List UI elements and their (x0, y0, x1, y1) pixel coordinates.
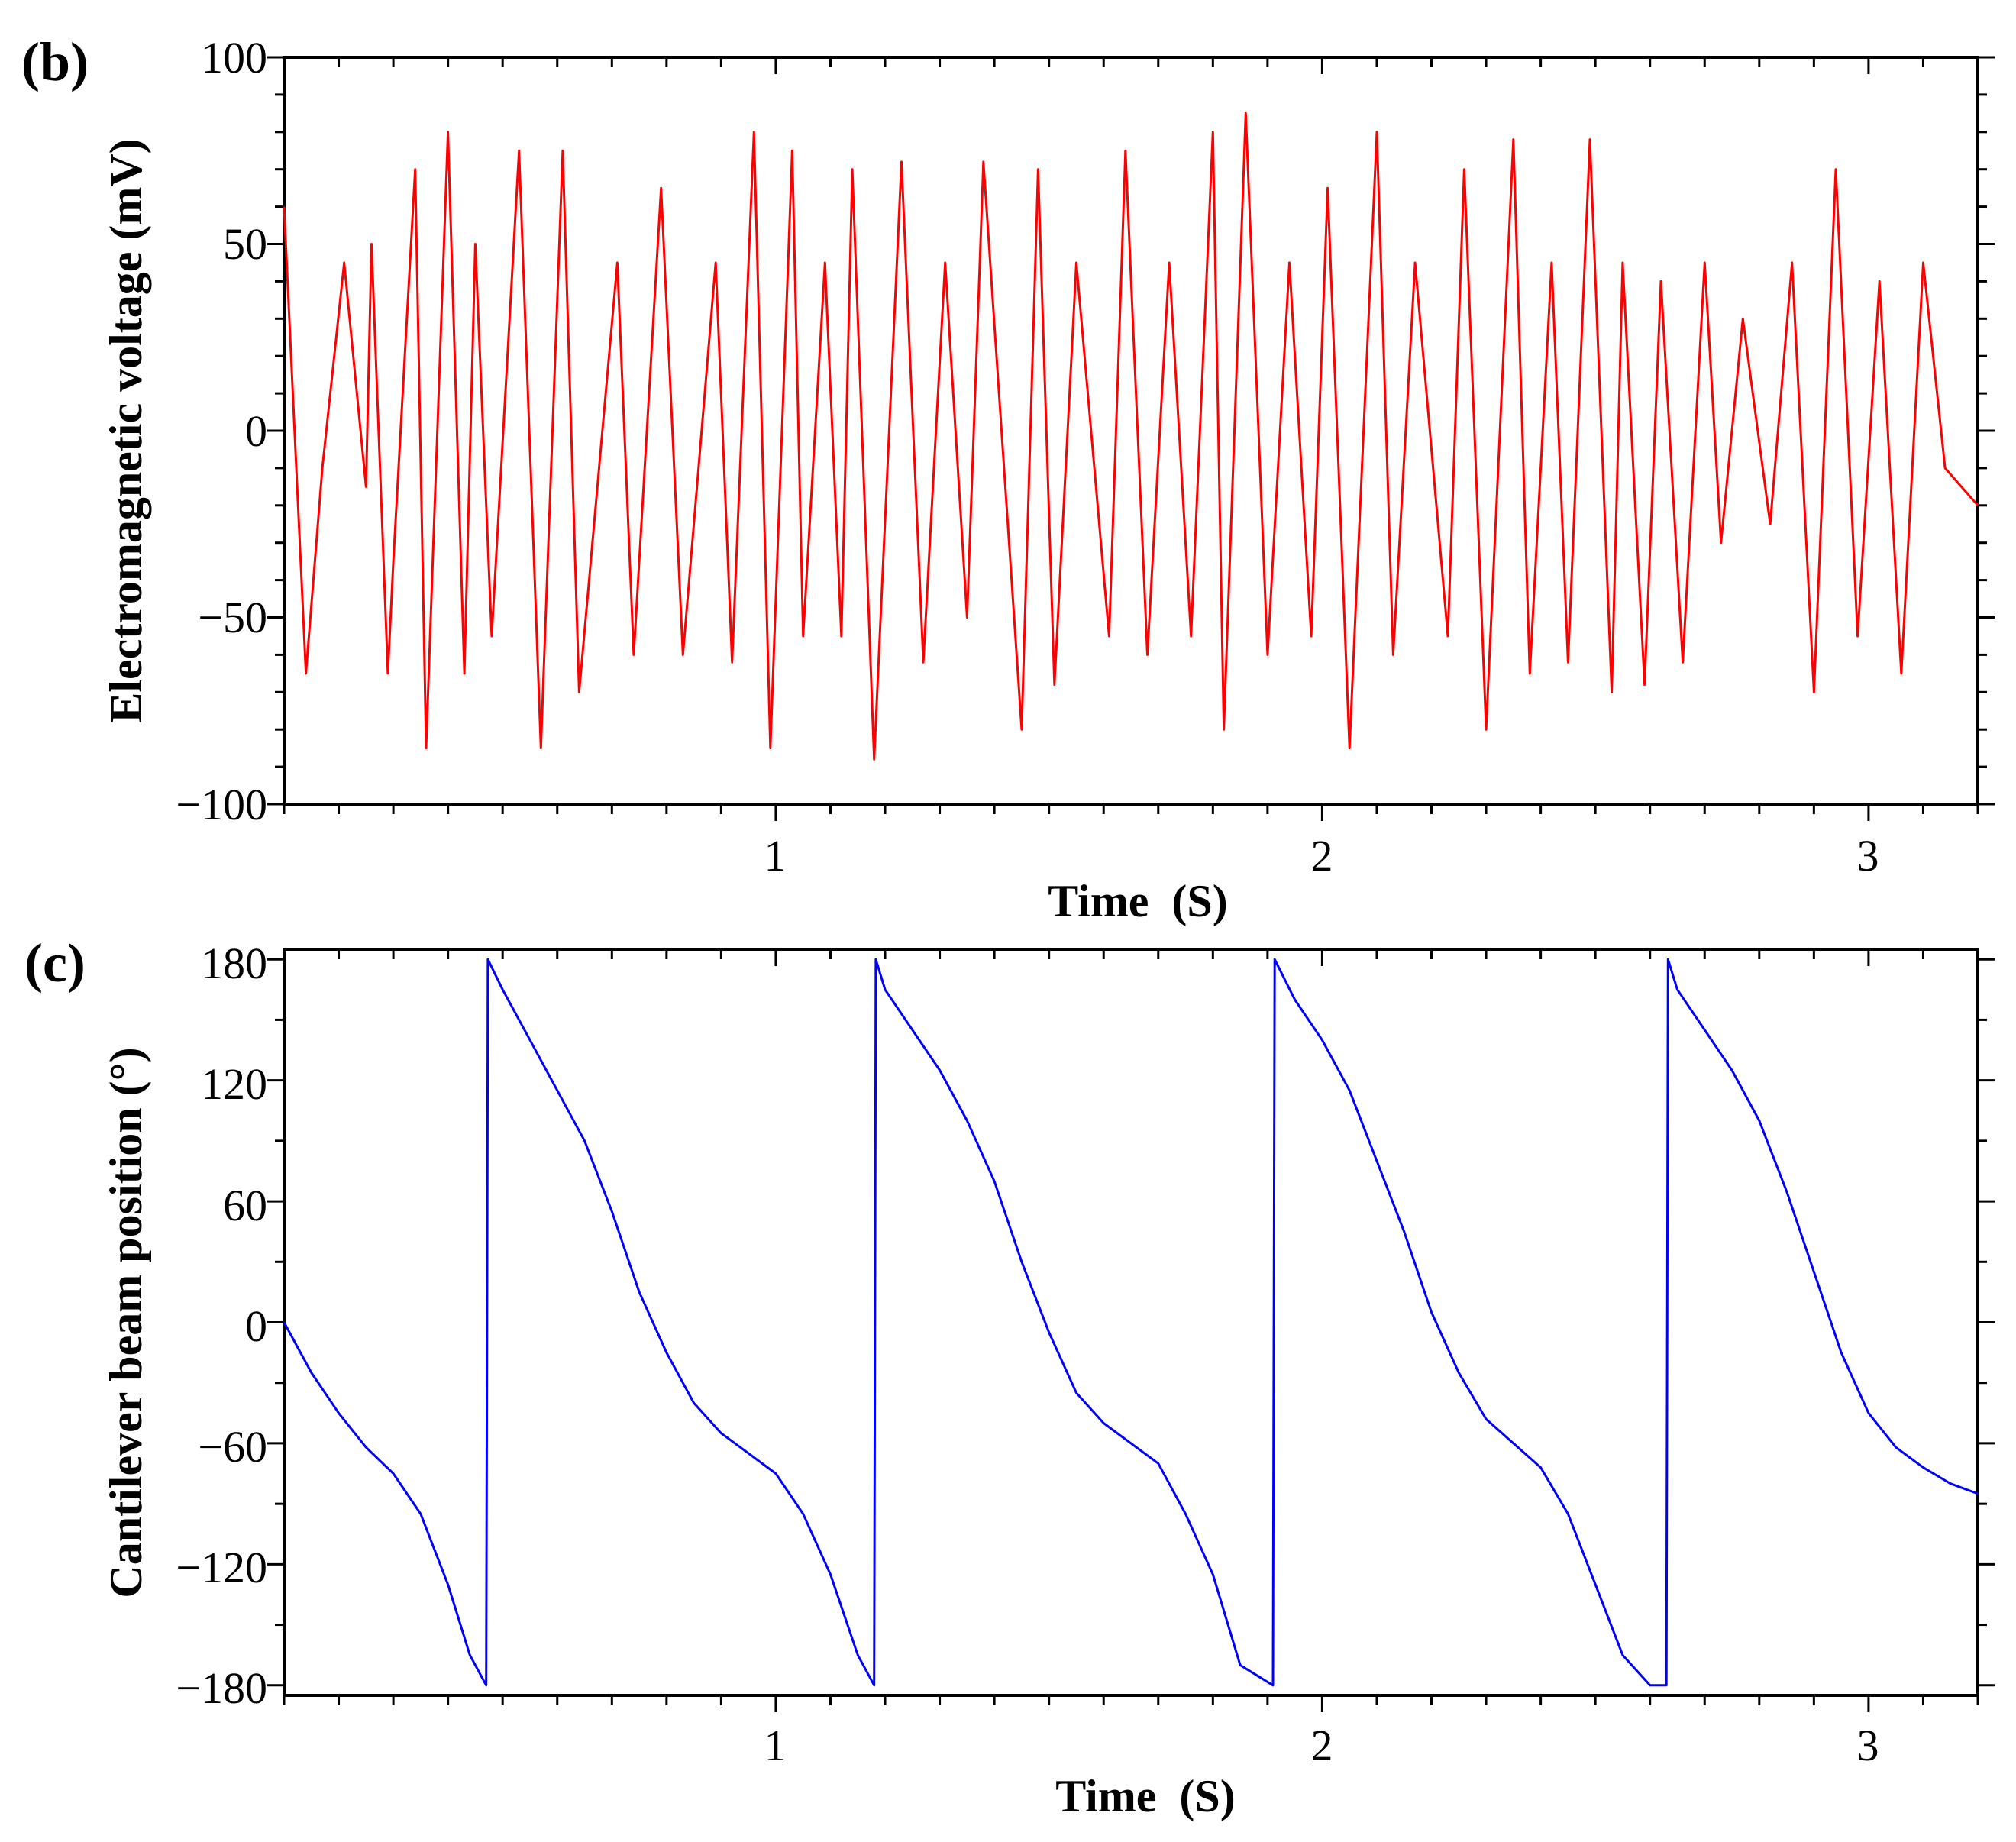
panel-b-ytick-label-0: 0 (245, 406, 267, 456)
panel-c-tick-labels: 180 120 60 0 −60 −120 −180 1 2 3 (176, 939, 1879, 1770)
panel-c-ytick-label-0: 0 (245, 1301, 267, 1351)
panel-c-plot-frame (283, 948, 1979, 1697)
panel-c-ytick-label-60: 60 (223, 1181, 267, 1230)
panel-b-x-axis-title: Time (S) (1048, 876, 1228, 926)
panel-c-x-axis-title: Time (S) (1055, 1771, 1236, 1821)
panel-c-position-chart: (c) 180 120 60 0 −60 −120 −180 1 2 3 Tim… (24, 932, 1995, 1821)
panel-c-xtick-label-1: 1 (764, 1721, 787, 1770)
panel-b-label: (b) (21, 31, 89, 92)
panel-c-ytick-label-neg120: −120 (176, 1543, 267, 1592)
panel-c-ytick-label-180: 180 (201, 939, 267, 988)
panel-b-xtick-label-2: 2 (1311, 831, 1333, 881)
panel-c-ytick-label-neg180: −180 (176, 1663, 267, 1713)
panel-c-xtick-label-3: 3 (1857, 1721, 1879, 1770)
panel-b-ytick-label-100: 100 (201, 33, 267, 82)
panel-c-ytick-label-120: 120 (201, 1059, 267, 1109)
panel-b-series-group (283, 111, 1979, 761)
panel-b-ytick-label-50: 50 (223, 219, 267, 269)
panel-b-ytick-label-neg100: −100 (176, 780, 267, 829)
panel-b-y-axis-title: Electromagnetic voltage (mV) (101, 138, 151, 722)
panel-b-xtick-label-3: 3 (1857, 831, 1879, 881)
panel-b-tick-labels: 100 50 0 −50 −100 1 2 3 (176, 33, 1879, 881)
panel-b-ticks (267, 56, 1995, 821)
panel-b-voltage-chart: (b) 100 50 0 −50 −100 1 2 3 Time (S) Ele… (21, 31, 1995, 926)
panel-b-xtick-label-1: 1 (764, 831, 787, 881)
panel-c-series-line-0 (283, 958, 1979, 1687)
panel-b-series-line-0 (283, 111, 1979, 761)
panel-c-ticks (267, 949, 1995, 1712)
panel-b-ytick-label-neg50: −50 (198, 593, 267, 642)
panel-c-y-axis-title: Cantilever beam position (°) (101, 1047, 151, 1598)
panel-c-ytick-label-neg60: −60 (198, 1422, 267, 1472)
panel-c-label: (c) (24, 932, 86, 994)
panel-c-xtick-label-2: 2 (1311, 1721, 1333, 1770)
panel-c-series-group (283, 958, 1979, 1687)
